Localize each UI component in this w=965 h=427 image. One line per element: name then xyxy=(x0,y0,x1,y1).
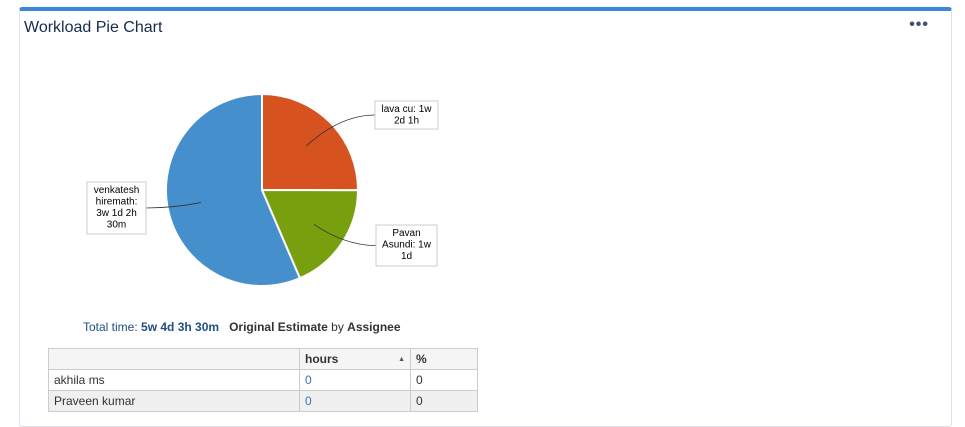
slice-label-2-line-3: 30m xyxy=(107,220,126,231)
group-field: Assignee xyxy=(347,320,401,334)
slice-label-1-line-2: 1d xyxy=(401,251,412,262)
gadget-title: Workload Pie Chart xyxy=(24,19,163,36)
table-row: akhila ms 0 0 xyxy=(48,369,478,391)
workload-table: hours ▲ % akhila ms 0 0 Praveen kumar 0 0 xyxy=(48,348,478,412)
slice-label-2-line-2: 3w 1d 2h xyxy=(96,208,137,219)
callout-line-1 xyxy=(313,224,377,246)
table-row: Praveen kumar 0 0 xyxy=(48,390,478,412)
callout-line-2 xyxy=(145,202,201,209)
total-time-label: Total time: xyxy=(83,320,138,334)
slice-label-0-line-0: lava cu: 1w xyxy=(381,104,432,115)
header-name xyxy=(48,348,300,370)
slice-label-1-line-0: Pavan xyxy=(392,228,420,239)
pie-slice-1[interactable] xyxy=(260,188,360,280)
callout-box-2 xyxy=(86,181,147,235)
row-percent: 0 xyxy=(410,390,478,412)
header-hours[interactable]: hours ▲ xyxy=(299,348,411,370)
slice-label-2-line-1: hiremath: xyxy=(96,197,138,208)
row-name: Praveen kumar xyxy=(48,390,300,412)
gadget-menu-button[interactable]: ••• xyxy=(909,16,929,33)
row-hours-link[interactable]: 0 xyxy=(305,373,312,387)
total-time-value: 5w 4d 3h 30m xyxy=(141,320,220,334)
callout-box-1 xyxy=(375,224,438,267)
header-hours-label: hours xyxy=(305,352,339,366)
callout-line-0 xyxy=(305,114,376,147)
slice-label-2-line-0: venkatesh xyxy=(94,185,140,196)
row-name: akhila ms xyxy=(48,369,300,391)
by-text: by xyxy=(331,320,344,334)
slice-label-0-line-1: 2d 1h xyxy=(394,116,419,127)
sort-asc-icon[interactable]: ▲ xyxy=(398,356,405,363)
estimate-field: Original Estimate xyxy=(229,320,328,334)
chart-summary: Total time: 5w 4d 3h 30m Original Estima… xyxy=(83,320,401,334)
callout-box-0 xyxy=(374,100,439,130)
table-header-row: hours ▲ % xyxy=(48,348,478,370)
row-percent: 0 xyxy=(410,369,478,391)
row-hours-link[interactable]: 0 xyxy=(305,394,312,408)
slice-label-1-line-1: Asundi: 1w xyxy=(382,240,432,251)
pie-slice-2[interactable] xyxy=(165,92,302,287)
header-percent: % xyxy=(410,348,478,370)
